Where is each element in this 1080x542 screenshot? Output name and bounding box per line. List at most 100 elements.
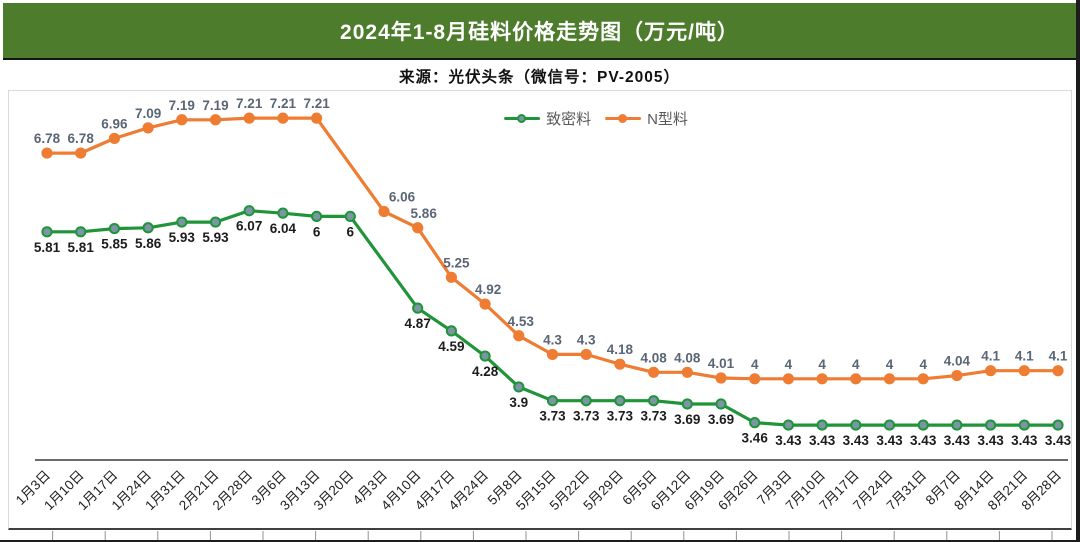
data-point-N型料 xyxy=(1018,365,1030,377)
data-label-N型料: 6.96 xyxy=(101,116,128,131)
data-point-N型料 xyxy=(142,122,154,134)
data-label-N型料: 5.86 xyxy=(411,206,438,221)
data-point-致密料 xyxy=(412,302,424,314)
data-point-N型料 xyxy=(749,373,761,385)
data-label-N型料: 4 xyxy=(751,357,759,372)
data-point-N型料 xyxy=(412,222,424,234)
data-point-N型料 xyxy=(648,366,660,378)
chart-legend: 致密料 N型料 xyxy=(504,108,688,129)
data-point-致密料 xyxy=(209,216,222,228)
data-point-致密料 xyxy=(445,325,457,337)
data-point-N型料 xyxy=(681,366,693,378)
legend-item-致密料: 致密料 xyxy=(504,108,591,129)
data-label-N型料: 4.1 xyxy=(981,349,1000,364)
chart-container xyxy=(8,90,1072,530)
legend-label: 致密料 xyxy=(546,111,592,128)
data-label-致密料: 3.69 xyxy=(708,412,734,427)
data-point-致密料 xyxy=(648,395,660,407)
data-point-致密料 xyxy=(479,350,491,362)
data-label-致密料: 5.93 xyxy=(169,230,196,245)
data-label-致密料: 6.04 xyxy=(270,221,297,236)
data-point-N型料 xyxy=(951,369,963,382)
data-point-N型料 xyxy=(479,298,491,310)
data-label-致密料: 5.86 xyxy=(135,236,162,251)
data-label-N型料: 4 xyxy=(919,357,927,372)
data-label-N型料: 4 xyxy=(818,357,826,372)
data-label-N型料: 7.09 xyxy=(135,106,161,121)
data-point-N型料 xyxy=(816,373,828,385)
chart-title-band: 2024年1-8月硅料价格走势图（万元/吨） xyxy=(3,3,1076,60)
data-point-致密料 xyxy=(176,216,188,228)
data-label-致密料: 4.59 xyxy=(438,339,464,354)
data-point-致密料 xyxy=(917,419,929,431)
legend-label: N型料 xyxy=(647,111,688,128)
data-label-致密料: 5.81 xyxy=(34,240,61,255)
data-label-致密料: 4.87 xyxy=(405,316,431,331)
data-point-N型料 xyxy=(176,114,188,126)
source-text: 来源：光伏头条（微信号：PV-2005） xyxy=(399,68,680,86)
data-point-致密料 xyxy=(142,222,154,234)
data-point-N型料 xyxy=(1052,365,1064,377)
data-label-致密料: 6.07 xyxy=(236,219,262,234)
data-point-N型料 xyxy=(209,114,222,126)
series-line-N型料 xyxy=(47,116,1058,381)
data-label-致密料: 3.43 xyxy=(910,433,937,448)
data-point-致密料 xyxy=(614,395,626,407)
data-point-N型料 xyxy=(917,373,929,385)
data-label-致密料: 3.43 xyxy=(843,433,870,448)
data-point-N型料 xyxy=(782,373,795,385)
data-label-N型料: 4.1 xyxy=(1015,349,1034,364)
data-point-N型料 xyxy=(546,348,559,361)
data-point-致密料 xyxy=(951,419,963,431)
data-point-致密料 xyxy=(311,210,323,222)
data-point-致密料 xyxy=(749,417,761,429)
data-label-致密料: 3.46 xyxy=(742,431,769,446)
data-label-N型料: 6.78 xyxy=(34,131,61,146)
data-point-N型料 xyxy=(378,205,390,218)
data-label-致密料: 3.9 xyxy=(509,395,528,410)
data-label-致密料: 3.73 xyxy=(607,409,634,424)
data-label-N型料: 7.21 xyxy=(270,96,297,111)
data-point-致密料 xyxy=(985,419,997,431)
data-label-N型料: 4.08 xyxy=(674,350,701,365)
data-label-N型料: 4 xyxy=(886,357,894,372)
data-point-致密料 xyxy=(243,205,255,217)
data-label-致密料: 4.28 xyxy=(472,364,499,379)
legend-line-marker-icon xyxy=(504,114,541,123)
data-point-致密料 xyxy=(277,207,289,219)
data-point-N型料 xyxy=(715,372,727,384)
chart-title: 2024年1-8月硅料价格走势图（万元/吨） xyxy=(340,20,739,44)
data-point-致密料 xyxy=(782,419,795,431)
data-label-致密料: 6 xyxy=(313,224,321,239)
data-point-N型料 xyxy=(513,330,525,342)
data-label-N型料: 4.92 xyxy=(475,282,501,297)
data-label-致密料: 3.43 xyxy=(809,433,836,448)
data-label-N型料: 7.21 xyxy=(303,96,330,111)
data-label-N型料: 4.08 xyxy=(640,350,667,365)
data-label-致密料: 3.43 xyxy=(977,433,1004,448)
data-point-致密料 xyxy=(715,398,727,410)
data-label-致密料: 3.43 xyxy=(944,433,971,448)
data-point-N型料 xyxy=(108,132,121,145)
data-point-致密料 xyxy=(1018,419,1030,431)
data-label-N型料: 5.25 xyxy=(443,255,470,270)
data-label-致密料: 3.43 xyxy=(775,433,802,448)
legend-line-marker-icon xyxy=(605,114,642,123)
data-point-N型料 xyxy=(580,348,592,361)
data-label-致密料: 5.85 xyxy=(101,237,128,252)
data-label-N型料: 4.3 xyxy=(577,332,596,347)
data-point-致密料 xyxy=(108,222,121,235)
data-point-致密料 xyxy=(41,226,53,238)
data-label-N型料: 6.06 xyxy=(389,190,416,205)
data-point-N型料 xyxy=(311,112,323,124)
data-point-致密料 xyxy=(1052,419,1064,431)
data-point-致密料 xyxy=(344,210,356,222)
data-point-致密料 xyxy=(816,419,828,431)
data-label-致密料: 5.81 xyxy=(68,240,95,255)
data-label-致密料: 5.93 xyxy=(202,230,229,245)
data-label-致密料: 3.43 xyxy=(1011,433,1038,448)
data-label-致密料: 3.73 xyxy=(573,409,600,424)
data-label-N型料: 7.19 xyxy=(169,98,195,113)
